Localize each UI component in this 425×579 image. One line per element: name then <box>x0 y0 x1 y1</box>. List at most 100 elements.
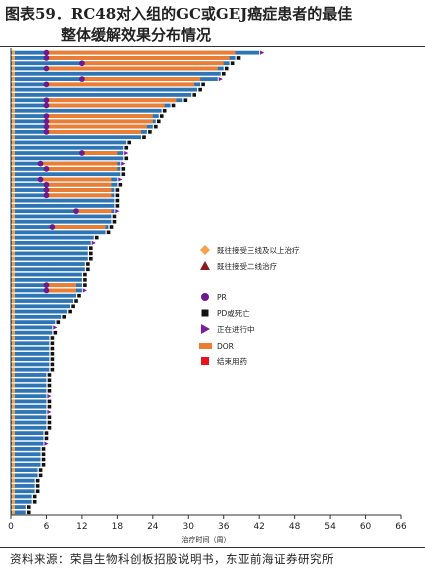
patient-bar <box>11 383 47 388</box>
prior-therapy-marker <box>12 156 15 161</box>
pd-marker <box>115 193 120 198</box>
patient-bar <box>11 156 124 161</box>
prior-therapy-marker <box>12 50 15 55</box>
pd-marker <box>56 320 61 324</box>
patient-bar <box>11 251 88 256</box>
prior-therapy-marker <box>12 114 15 118</box>
pd-marker <box>94 235 99 240</box>
dor-segment <box>46 166 118 171</box>
patient-bar <box>11 87 198 92</box>
legend-prior3-symbol <box>200 245 210 255</box>
dor-segment <box>46 98 177 103</box>
pd-marker <box>53 330 58 335</box>
patient-bar <box>11 108 162 113</box>
patient-bar <box>11 510 26 515</box>
ongoing-marker <box>47 409 52 415</box>
prior-therapy-marker <box>12 177 15 182</box>
patient-bar <box>11 378 47 383</box>
ongoing-marker <box>47 394 52 399</box>
prior-therapy-marker <box>12 367 15 372</box>
patient-bar <box>11 240 91 245</box>
pd-marker <box>121 172 126 176</box>
pd-marker <box>86 262 90 266</box>
prior-therapy-marker <box>12 145 15 150</box>
patient-bar <box>11 415 47 420</box>
pr-marker <box>43 55 50 61</box>
legend-label: DOR <box>217 342 234 351</box>
pr-marker <box>43 123 50 130</box>
patient-bar <box>11 404 47 409</box>
pd-marker <box>38 473 43 478</box>
patient-bar <box>11 494 32 499</box>
dor-segment <box>46 66 218 71</box>
pd-marker <box>47 404 52 409</box>
patient-bar <box>11 346 50 351</box>
prior-therapy-marker <box>12 362 15 367</box>
pd-marker <box>50 357 55 361</box>
prior-therapy-marker <box>12 214 15 219</box>
dor-segment <box>46 119 153 124</box>
patient-bar <box>11 203 115 208</box>
patient-bar <box>11 399 47 404</box>
prior-therapy-marker <box>12 251 15 256</box>
patient-bar <box>11 246 88 251</box>
pd-marker <box>47 373 52 377</box>
patient-bar <box>11 336 50 340</box>
prior-therapy-marker <box>12 388 15 393</box>
pd-marker <box>50 362 55 367</box>
pd-marker <box>89 251 93 256</box>
pr-marker <box>43 65 50 72</box>
patient-bar <box>11 277 82 282</box>
patient-bar <box>11 373 47 377</box>
pd-marker <box>112 214 117 219</box>
x-tick-label: 18 <box>112 522 124 532</box>
pr-marker <box>43 282 50 288</box>
ongoing-marker <box>118 177 123 182</box>
prior-therapy-marker <box>12 277 15 282</box>
patient-bar <box>11 462 41 467</box>
legend-label: 正在进行中 <box>217 324 255 334</box>
patient-bar <box>11 362 50 367</box>
prior-therapy-marker <box>12 71 15 76</box>
patient-bar <box>11 499 32 504</box>
legend-label: 既往接受三线及以上治疗 <box>217 245 300 255</box>
prior-therapy-marker <box>12 235 15 240</box>
prior-therapy-marker <box>12 436 15 441</box>
pd-marker <box>44 436 49 441</box>
pd-marker <box>47 399 52 404</box>
prior-therapy-marker <box>12 124 15 129</box>
x-tick-label: 60 <box>360 522 372 532</box>
patient-bar <box>11 388 47 393</box>
figure-title-line1: 图表59．RC48对入组的GC或GEJ癌症患者的最佳 <box>5 5 353 23</box>
x-tick-label: 30 <box>183 522 195 532</box>
x-axis-label: 治疗时间（周） <box>182 535 231 544</box>
legend-label: 结束用药 <box>217 356 247 366</box>
pr-marker <box>43 81 50 88</box>
pd-marker <box>106 230 111 235</box>
prior-therapy-marker <box>12 225 15 229</box>
prior-therapy-marker <box>12 130 15 134</box>
legend-dor-symbol <box>199 343 212 349</box>
pd-marker <box>83 278 87 282</box>
prior-therapy-marker <box>12 172 15 177</box>
x-tick-label: 6 <box>44 522 50 532</box>
prior-therapy-marker <box>12 140 15 145</box>
patient-bar <box>11 410 47 414</box>
patient-bar <box>11 320 56 325</box>
patient-bar <box>11 330 53 335</box>
patient-bar <box>11 341 50 346</box>
patient-bar <box>11 468 38 472</box>
prior-therapy-marker <box>12 457 15 462</box>
legend-prior2-symbol <box>200 261 210 270</box>
x-tick-label: 54 <box>324 522 336 532</box>
prior-therapy-marker <box>12 346 15 351</box>
prior-therapy-marker <box>12 410 15 414</box>
prior-therapy-marker <box>12 309 15 314</box>
prior-therapy-marker <box>12 441 15 446</box>
pd-marker <box>77 293 81 298</box>
prior-therapy-marker <box>12 399 15 404</box>
x-tick-label: 24 <box>147 522 159 532</box>
pd-marker <box>115 204 120 208</box>
prior-therapy-marker <box>12 209 15 214</box>
